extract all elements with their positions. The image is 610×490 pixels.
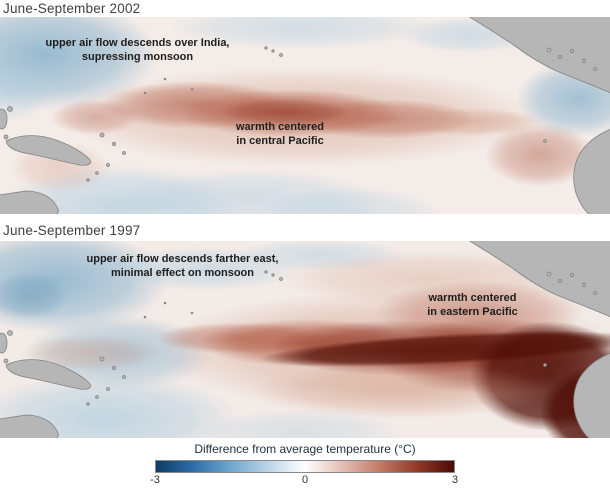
warm-anomaly-layer-1997 bbox=[20, 251, 610, 438]
colorbar-ticks: -3 0 3 bbox=[0, 474, 610, 488]
annotation-warmth-2002: warmth centered in central Pacific bbox=[235, 121, 325, 148]
annotation-monsoon-2002: upper air flow descends over India, supr… bbox=[45, 37, 230, 64]
map-2002-svg bbox=[0, 17, 610, 214]
legend-title: Difference from average temperature (°C) bbox=[194, 442, 416, 456]
tick-max: 3 bbox=[451, 474, 459, 486]
panel-1997: June-September 1997 bbox=[0, 214, 610, 438]
panel-2002: June-September 2002 bbox=[0, 0, 610, 214]
annotation-monsoon-1997: upper air flow descends farther east, mi… bbox=[86, 253, 279, 280]
map-1997-svg bbox=[0, 241, 610, 438]
tick-min: -3 bbox=[150, 474, 160, 486]
tick-zero: 0 bbox=[301, 474, 309, 486]
panel-title-1997: June-September 1997 bbox=[3, 223, 141, 238]
annotation-warmth-1997: warmth centered in eastern Pacific bbox=[427, 292, 518, 319]
map-2002: upper air flow descends over India, supr… bbox=[0, 17, 610, 214]
panel-title-2002: June-September 2002 bbox=[3, 1, 141, 16]
map-1997: upper air flow descends farther east, mi… bbox=[0, 241, 610, 438]
colorbar bbox=[155, 460, 455, 473]
legend: Difference from average temperature (°C)… bbox=[0, 438, 610, 490]
